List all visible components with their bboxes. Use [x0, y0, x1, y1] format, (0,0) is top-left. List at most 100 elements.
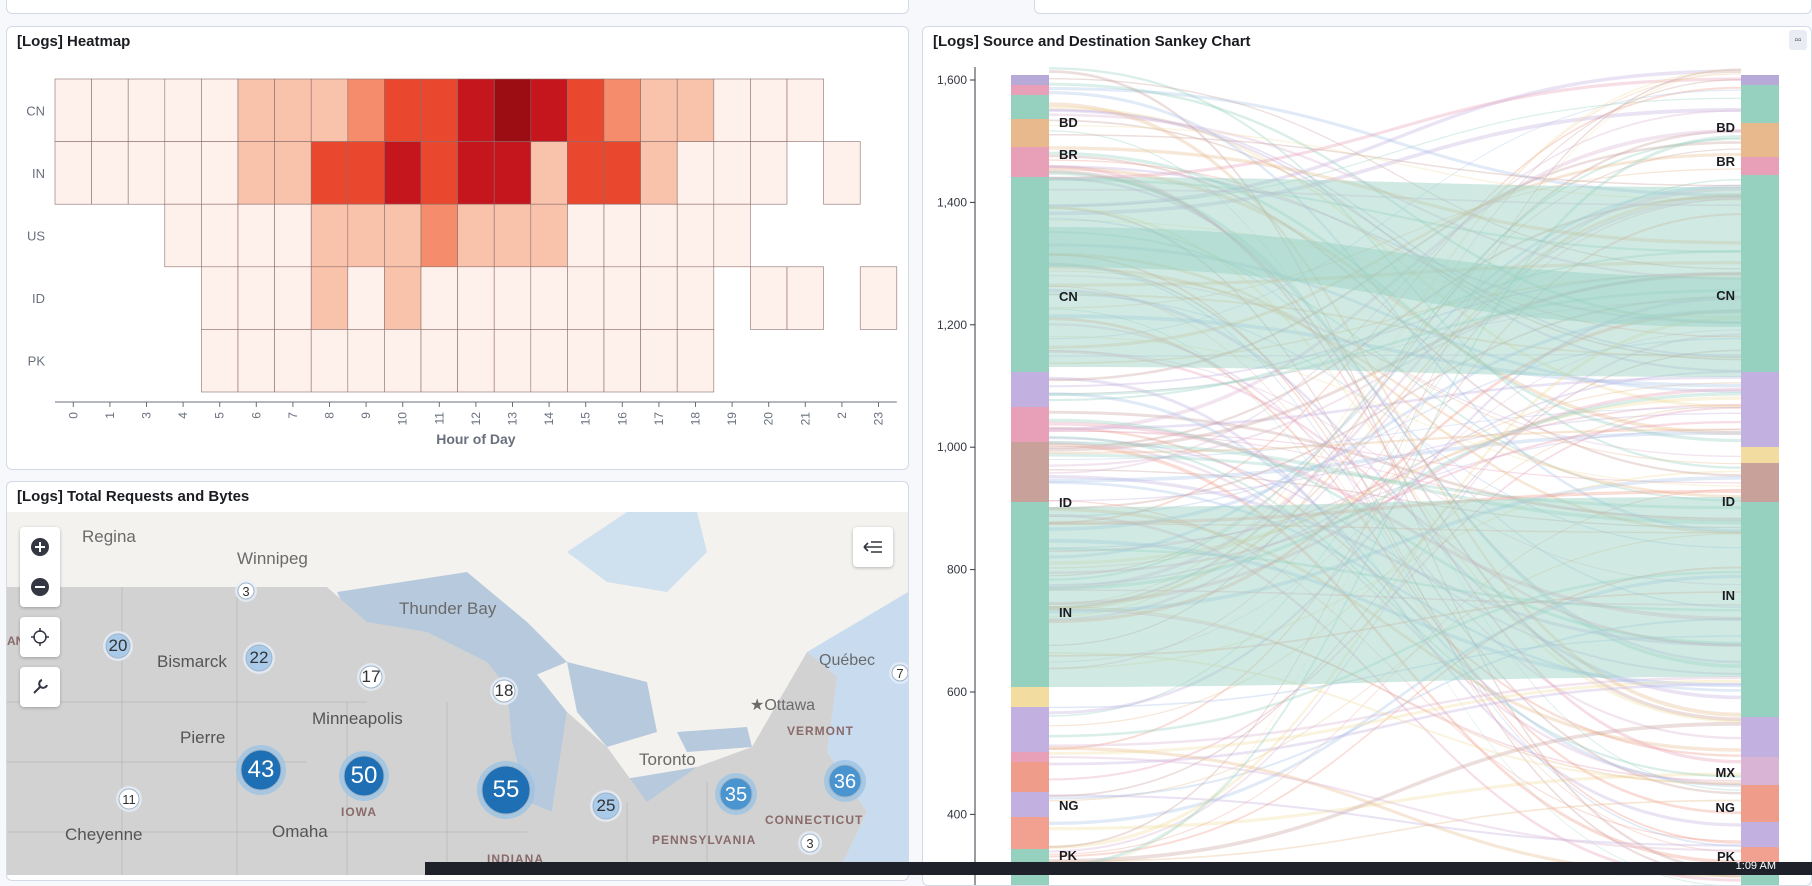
sankey-link [1049, 591, 1741, 657]
heatmap-x-tick-label: 5 [213, 412, 227, 419]
heatmap-cell [640, 78, 678, 142]
sankey-link [1049, 109, 1741, 474]
sankey-link [1049, 69, 1741, 618]
sankey-link [1049, 335, 1741, 487]
cluster-count: 36 [834, 771, 856, 793]
tools-button[interactable] [20, 667, 60, 707]
sankey-node [1011, 75, 1049, 85]
heatmap-cell [750, 141, 788, 205]
heatmap-cell [713, 203, 751, 268]
sankey-node [1741, 785, 1779, 822]
sankey-link [1049, 507, 1741, 752]
sankey-link [1049, 513, 1741, 882]
cluster-count: 55 [493, 776, 520, 803]
sankey-link [1049, 124, 1741, 201]
sankey-link [1049, 618, 1741, 800]
sankey-link [1049, 403, 1741, 553]
sankey-node [1741, 757, 1779, 785]
sankey-link [1049, 152, 1741, 349]
sankey-destination-label: ID [1722, 494, 1735, 509]
sankey-link [1049, 606, 1741, 786]
sankey-link [1049, 293, 1741, 359]
sankey-link [1049, 206, 1741, 878]
sankey-link [1049, 426, 1741, 757]
sankey-link [1049, 295, 1741, 715]
sankey-link [1049, 87, 1741, 197]
sankey-panel: [Logs] Source and Destination Sankey Cha… [922, 26, 1812, 886]
heatmap-cell [237, 78, 275, 142]
heatmap-cell [640, 329, 678, 393]
heatmap-cell [347, 141, 385, 205]
sankey-node [1011, 792, 1049, 817]
heatmap-cell [347, 329, 385, 393]
heatmap-cell [310, 78, 349, 142]
lake-ontario [677, 727, 752, 752]
heatmap-x-tick-label: 16 [615, 412, 629, 426]
cluster-marker [118, 788, 140, 810]
sankey-link [1049, 676, 1741, 747]
sankey-link [1049, 102, 1741, 717]
sankey-link [1049, 488, 1741, 855]
heatmap-cell [420, 78, 458, 142]
sankey-link [1049, 108, 1741, 216]
sankey-link [1049, 213, 1741, 750]
sankey-link [1049, 217, 1741, 608]
sankey-link [1049, 78, 1741, 647]
sankey-link [1049, 574, 1741, 825]
panel-options-button[interactable]: ▫▫ [1789, 30, 1807, 50]
sankey-link [1049, 410, 1741, 522]
heatmap-cell [420, 329, 458, 393]
heatmap-cell [567, 266, 605, 330]
zoom-out-button[interactable] [20, 567, 60, 607]
heatmap-row-label: CN [26, 103, 45, 118]
cluster-marker [719, 777, 753, 811]
sankey-y-tick-label: 1,600 [937, 73, 967, 87]
sankey-link [1049, 113, 1741, 281]
sankey-link [1049, 570, 1741, 738]
heatmap-x-tick-label: 2 [835, 412, 849, 419]
sankey-link [1049, 412, 1741, 502]
heatmap-cell [237, 203, 275, 268]
heatmap-cell [274, 203, 312, 268]
heatmap-cell [676, 329, 715, 393]
heatmap-cell [201, 203, 239, 268]
heatmap-cell [567, 78, 605, 142]
heatmap-x-tick-label: 19 [725, 412, 739, 426]
heatmap-cell [164, 141, 202, 205]
state-label: IOWA [341, 805, 377, 819]
sankey-link [1049, 533, 1741, 802]
legend-toggle-button[interactable] [853, 527, 893, 567]
map-area[interactable]: Regina Winnipeg Thunder Bay Bismarck Min… [7, 512, 908, 875]
locate-button[interactable] [20, 617, 60, 657]
sankey-link [1049, 430, 1741, 519]
cluster-marker [237, 582, 255, 600]
heatmap-panel-title: [Logs] Heatmap [17, 33, 131, 50]
lake-huron [567, 662, 657, 747]
heatmap-cell [530, 78, 568, 142]
heatmap-cell [493, 78, 532, 142]
sankey-link [1049, 272, 1741, 365]
wrench-icon [33, 679, 48, 694]
sankey-node [1741, 123, 1779, 157]
heatmap-cell [127, 78, 166, 142]
sankey-link [1049, 135, 1741, 868]
sankey-link [1049, 285, 1741, 853]
heatmap-cell [676, 203, 715, 268]
sankey-link [1049, 82, 1741, 324]
sankey-link [1049, 146, 1741, 245]
place-label: Québec [819, 652, 876, 669]
heatmap-cell [91, 78, 129, 142]
sankey-node [1011, 707, 1049, 752]
sankey-link [1049, 772, 1741, 831]
zoom-in-button[interactable] [20, 527, 60, 567]
heatmap-cell [201, 266, 239, 330]
heatmap-cell [274, 329, 312, 393]
heatmap-cell [713, 141, 751, 205]
sankey-node [1741, 175, 1779, 372]
sankey-link [1049, 184, 1741, 559]
sankey-link [1049, 70, 1741, 873]
heatmap-cell [54, 141, 92, 205]
place-label: Pierre [180, 728, 226, 747]
cluster-marker [481, 765, 531, 815]
